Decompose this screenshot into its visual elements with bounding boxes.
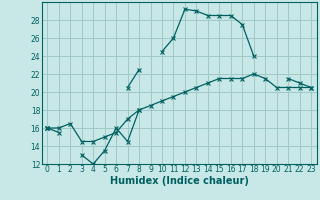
X-axis label: Humidex (Indice chaleur): Humidex (Indice chaleur) xyxy=(110,176,249,186)
